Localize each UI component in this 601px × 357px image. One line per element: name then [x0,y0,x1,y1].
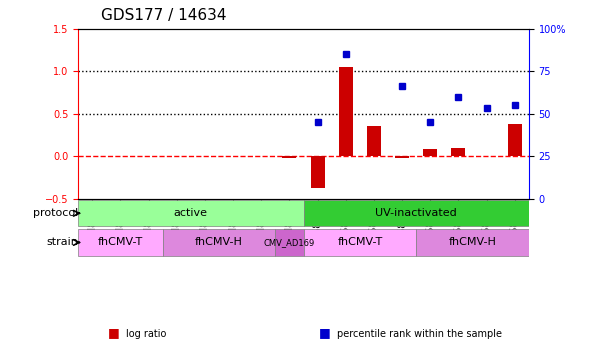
Text: CMV_AD169: CMV_AD169 [264,238,315,247]
Text: fhCMV-T: fhCMV-T [337,237,382,247]
Text: active: active [174,208,208,218]
FancyBboxPatch shape [78,229,163,256]
Bar [339,67,353,156]
Bar [423,149,438,156]
FancyBboxPatch shape [416,229,529,256]
Bar [395,156,409,158]
FancyBboxPatch shape [304,229,416,256]
FancyBboxPatch shape [304,200,529,226]
Text: fhCMV-T: fhCMV-T [98,237,143,247]
Bar [451,148,466,156]
Text: percentile rank within the sample: percentile rank within the sample [337,329,502,339]
Bar [508,124,522,156]
FancyBboxPatch shape [78,200,304,226]
Bar [282,156,296,158]
Text: UV-inactivated: UV-inactivated [375,208,457,218]
Text: log ratio: log ratio [126,329,166,339]
Bar [311,156,325,188]
Text: fhCMV-H: fhCMV-H [195,237,243,247]
Text: protocol: protocol [33,208,78,218]
Text: ■: ■ [319,326,331,339]
Text: ■: ■ [108,326,120,339]
Text: strain: strain [46,237,78,247]
Bar [367,126,381,156]
Text: GDS177 / 14634: GDS177 / 14634 [101,8,226,23]
Text: fhCMV-H: fhCMV-H [448,237,496,247]
FancyBboxPatch shape [163,229,275,256]
FancyBboxPatch shape [275,229,304,256]
